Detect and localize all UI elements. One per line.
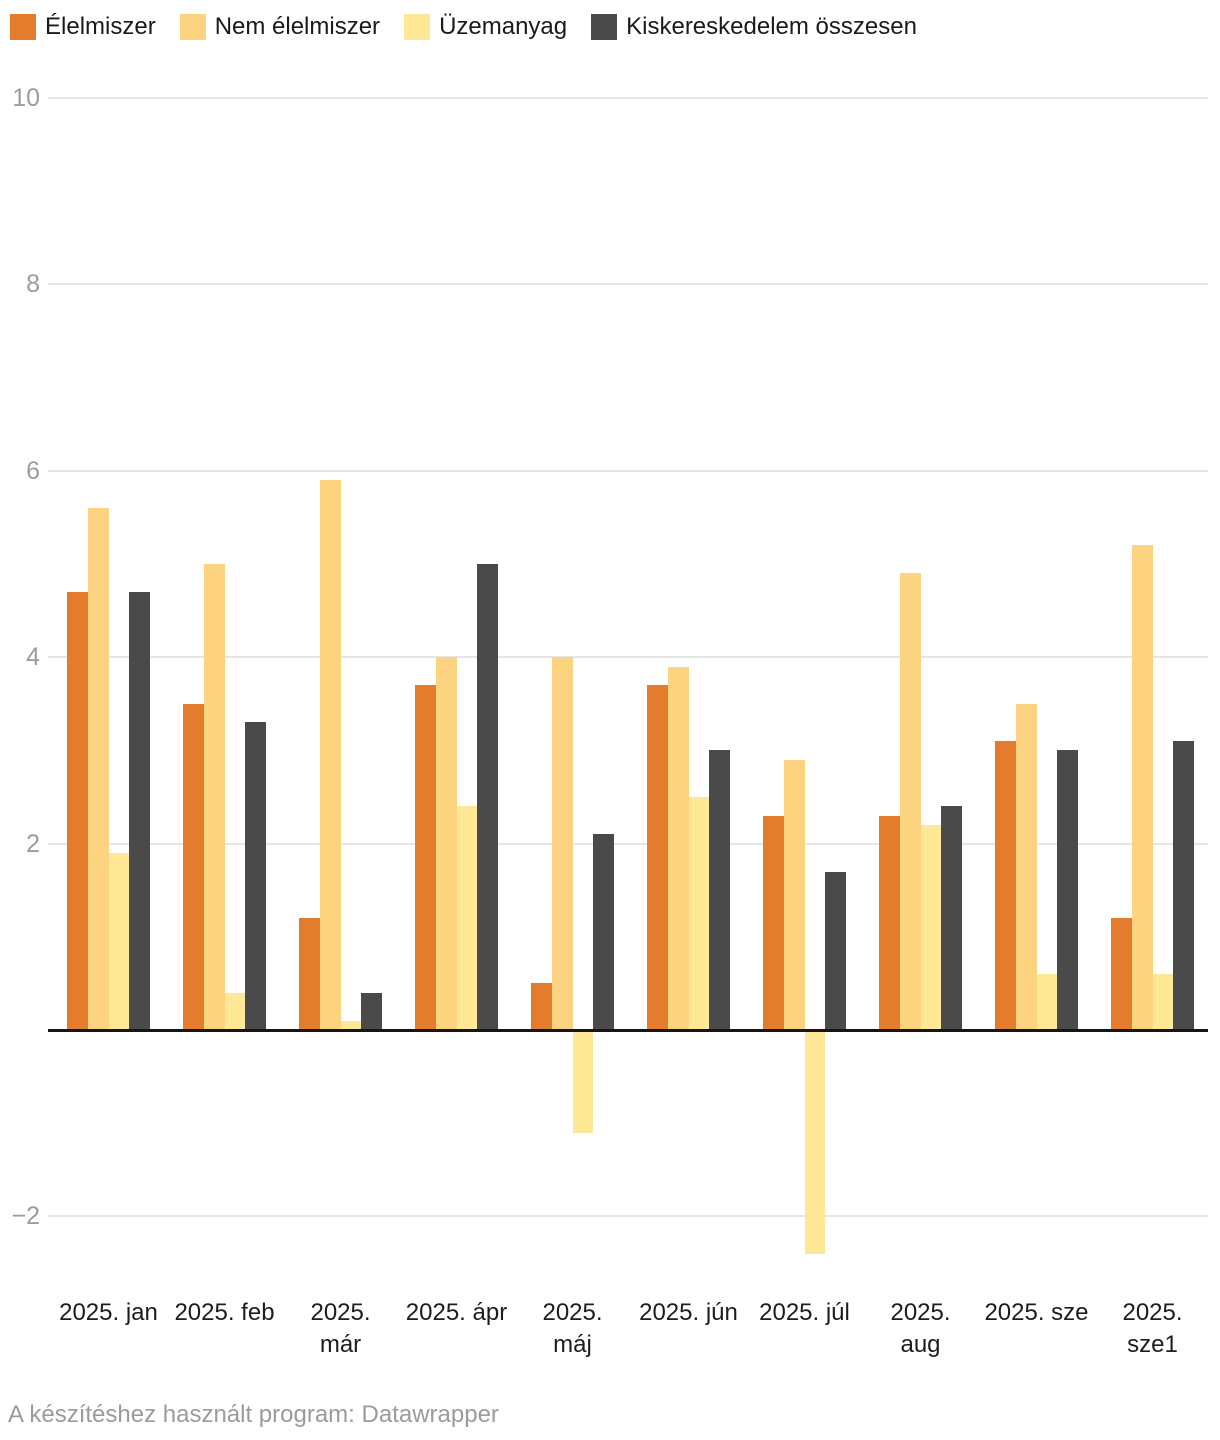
gridline-8 bbox=[48, 283, 1208, 286]
x-axis-tick-label: 2025. feb bbox=[167, 1297, 283, 1329]
bar-elelmiszer bbox=[67, 591, 88, 1030]
bar-nem-elelmiszer bbox=[783, 759, 805, 1030]
bar-elelmiszer bbox=[299, 918, 320, 1030]
attribution-text: A készítéshez használt program: Datawrap… bbox=[8, 1401, 499, 1428]
x-axis-tick-line: 2025. sze bbox=[984, 1299, 1089, 1326]
bar-kiskereskedelem-osszesen bbox=[593, 834, 614, 1030]
y-axis-tick-label: 6 bbox=[26, 456, 40, 485]
bar-nem-elelmiszer bbox=[551, 657, 573, 1030]
bar-elelmiszer bbox=[879, 815, 900, 1030]
legend-swatch-icon bbox=[10, 14, 36, 40]
bar-kiskereskedelem-osszesen bbox=[129, 591, 150, 1030]
x-axis-tick-line: máj bbox=[553, 1331, 592, 1358]
bar-elelmiszer bbox=[1111, 918, 1132, 1030]
x-axis-tick-line: aug bbox=[900, 1331, 941, 1358]
legend-swatch-icon bbox=[404, 14, 431, 40]
bar-uzemanyag bbox=[1152, 974, 1174, 1030]
x-axis-tick-line: 2025. bbox=[1122, 1299, 1183, 1326]
legend-swatch-icon bbox=[179, 14, 206, 40]
bar-uzemanyag bbox=[224, 992, 246, 1030]
x-axis-tick-label: 2025. máj bbox=[515, 1297, 631, 1361]
legend-item-uzemanyag: Üzemanyag bbox=[404, 13, 567, 41]
bar-kiskereskedelem-osszesen bbox=[709, 750, 730, 1030]
y-axis-tick-label: 10 bbox=[12, 84, 40, 112]
x-axis-tick-label: 2025. jan bbox=[51, 1297, 167, 1329]
bar-kiskereskedelem-osszesen bbox=[1057, 750, 1078, 1030]
x-axis-tick-line: 2025. jan bbox=[59, 1299, 158, 1326]
bar-uzemanyag bbox=[572, 1030, 594, 1133]
bar-elelmiszer bbox=[183, 703, 204, 1030]
x-axis-tick-line: 2025. júl bbox=[759, 1299, 850, 1326]
x-axis-tick-line: 2025. bbox=[890, 1299, 951, 1326]
x-axis-tick-label: 2025. júl bbox=[747, 1297, 863, 1329]
x-axis-tick-line: 2025. jún bbox=[639, 1299, 738, 1326]
x-axis-tick-line: 2025. feb bbox=[174, 1299, 275, 1326]
bar-kiskereskedelem-osszesen bbox=[825, 871, 846, 1030]
bar-nem-elelmiszer bbox=[899, 573, 921, 1030]
gridline-2 bbox=[48, 842, 1208, 845]
bar-kiskereskedelem-osszesen bbox=[477, 564, 498, 1030]
gridline-10 bbox=[48, 97, 1208, 99]
y-axis-tick-label: 8 bbox=[26, 270, 40, 299]
legend-swatch-icon bbox=[591, 14, 618, 40]
bar-uzemanyag bbox=[456, 806, 478, 1030]
x-axis-tick-label: 2025. ápr bbox=[399, 1297, 515, 1329]
legend-item-kiskereskedelem-osszesen: Kiskereskedelem összesen bbox=[591, 13, 917, 41]
bar-elelmiszer bbox=[531, 983, 552, 1030]
bar-kiskereskedelem-osszesen bbox=[941, 806, 962, 1030]
bar-uzemanyag bbox=[804, 1030, 826, 1254]
x-axis-tick-line: 2025. bbox=[310, 1299, 371, 1326]
bar-elelmiszer bbox=[763, 815, 784, 1030]
bar-nem-elelmiszer bbox=[667, 666, 689, 1030]
legend: Élelmiszer Nem élelmiszer Üzemanyag Kiskere… bbox=[10, 13, 917, 41]
gridline-4 bbox=[48, 656, 1208, 659]
legend-label: Élelmiszer bbox=[45, 13, 156, 40]
legend-label: Kiskereskedelem összesen bbox=[626, 13, 917, 40]
y-axis-tick-label: 4 bbox=[26, 643, 40, 672]
x-axis-tick-label: 2025. sze bbox=[979, 1297, 1095, 1329]
bar-uzemanyag bbox=[1036, 974, 1058, 1030]
legend-item-elelmiszer: Élelmiszer bbox=[10, 13, 156, 41]
legend-label: Nem élelmiszer bbox=[214, 13, 381, 40]
x-axis-tick-line: sze1 bbox=[1127, 1331, 1178, 1358]
bar-kiskereskedelem-osszesen bbox=[1173, 741, 1194, 1030]
y-axis-tick-label: 2 bbox=[26, 829, 40, 858]
y-axis-tick-label: −2 bbox=[11, 1202, 40, 1231]
x-axis-tick-label: 2025. már bbox=[283, 1297, 399, 1361]
bar-elelmiszer bbox=[415, 685, 436, 1030]
x-axis-tick-line: már bbox=[319, 1331, 362, 1358]
legend-label: Üzemanyag bbox=[439, 13, 568, 40]
bar-uzemanyag bbox=[108, 852, 130, 1030]
gridline-−2 bbox=[48, 1215, 1208, 1218]
x-axis-tick-line: 2025. ápr bbox=[405, 1299, 508, 1326]
x-axis-tick-label: 2025. jún bbox=[631, 1297, 747, 1329]
x-axis-tick-label: 2025. aug bbox=[863, 1297, 979, 1361]
bar-kiskereskedelem-osszesen bbox=[245, 722, 266, 1030]
bar-elelmiszer bbox=[995, 741, 1016, 1030]
x-axis-tick-label: 2025. sze1 bbox=[1095, 1297, 1211, 1361]
bar-uzemanyag bbox=[688, 797, 710, 1030]
bar-nem-elelmiszer bbox=[1131, 545, 1153, 1030]
x-axis-tick-line: 2025. bbox=[542, 1299, 603, 1326]
gridline-6 bbox=[48, 469, 1208, 472]
bar-nem-elelmiszer bbox=[87, 508, 109, 1030]
bar-uzemanyag bbox=[340, 1020, 362, 1030]
bar-nem-elelmiszer bbox=[1015, 703, 1037, 1030]
bar-nem-elelmiszer bbox=[319, 480, 341, 1030]
bar-elelmiszer bbox=[647, 685, 668, 1030]
bar-uzemanyag bbox=[920, 824, 942, 1030]
bar-nem-elelmiszer bbox=[203, 564, 225, 1030]
bar-kiskereskedelem-osszesen bbox=[361, 992, 382, 1030]
zero-axis-line bbox=[48, 1028, 1208, 1032]
legend-item-nem-elelmiszer: Nem élelmiszer bbox=[179, 13, 381, 41]
bar-nem-elelmiszer bbox=[435, 657, 457, 1030]
